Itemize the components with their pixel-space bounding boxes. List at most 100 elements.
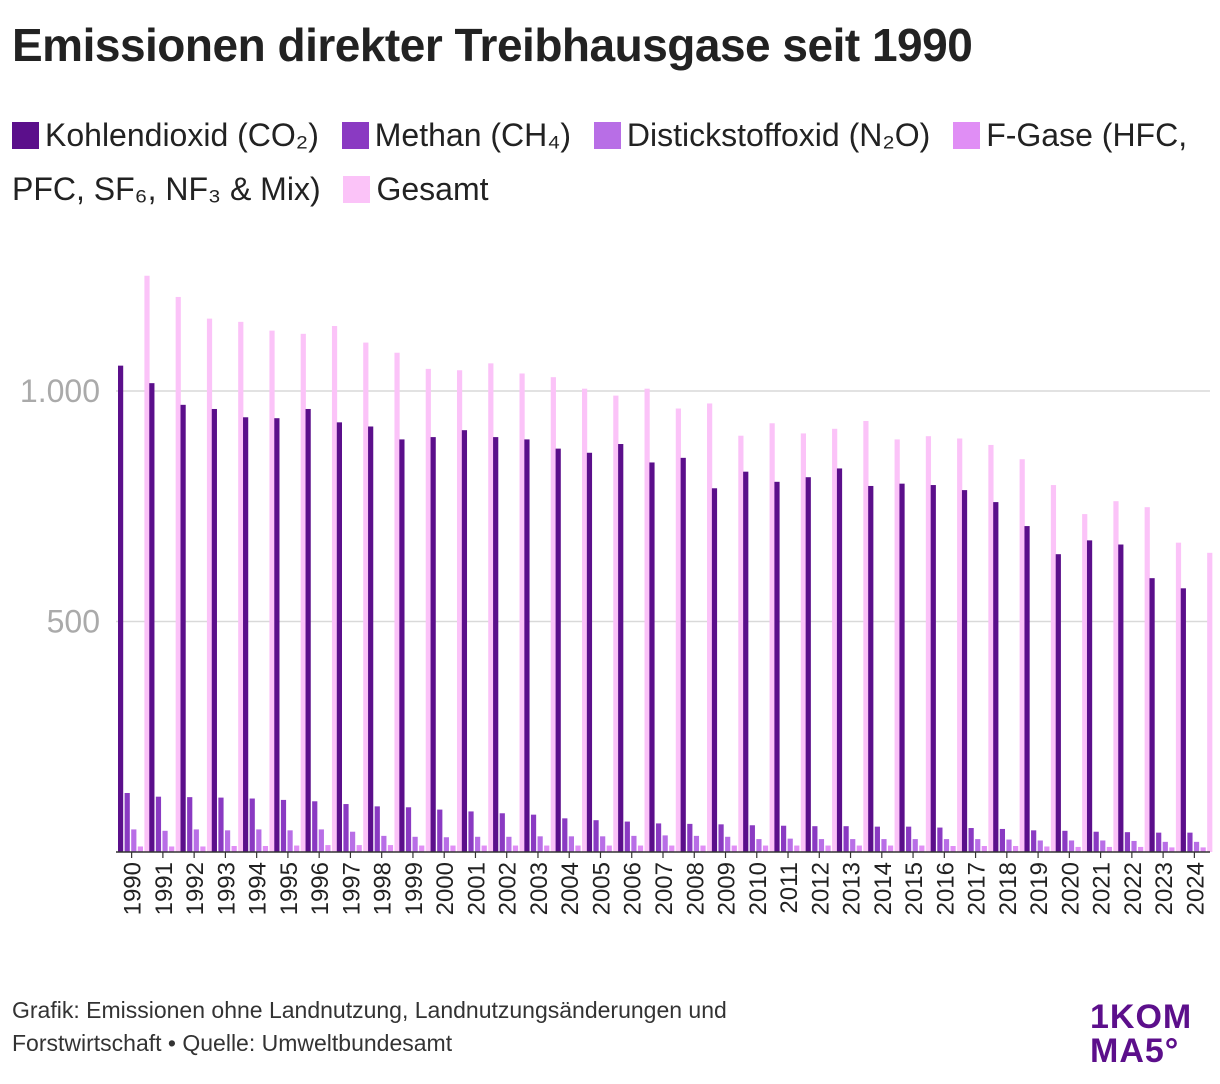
- x-tick-label: 2002: [495, 862, 522, 915]
- bar: [1037, 840, 1043, 852]
- bar: [644, 388, 650, 852]
- x-tick-label: 2017: [964, 862, 991, 915]
- bar: [582, 388, 588, 852]
- bar: [493, 437, 499, 852]
- bar: [1124, 832, 1131, 852]
- bar: [1062, 830, 1068, 852]
- bar: [1093, 831, 1099, 852]
- bar: [475, 836, 481, 852]
- bar: [280, 799, 287, 852]
- x-tick-label: 2009: [714, 862, 741, 915]
- x-tick-label: 2011: [776, 862, 803, 914]
- y-tick-label: 1.000: [20, 373, 100, 409]
- bar: [1193, 841, 1200, 852]
- x-tick-label: 1993: [213, 862, 240, 915]
- bar: [131, 829, 137, 852]
- legend-swatch-gesamt: [343, 176, 371, 203]
- bar: [218, 797, 224, 852]
- bar: [1086, 540, 1093, 852]
- bar: [756, 839, 762, 852]
- bar: [725, 836, 731, 852]
- legend-label-gesamt: Gesamt: [376, 171, 489, 207]
- bar: [1138, 846, 1144, 852]
- bar: [1075, 846, 1081, 852]
- x-tick-label: 1995: [276, 862, 303, 915]
- bar: [350, 831, 356, 852]
- x-tick-label: 2005: [588, 862, 615, 915]
- x-tick-label: 2003: [526, 862, 553, 915]
- bar: [832, 428, 838, 852]
- bar: [874, 826, 880, 852]
- bar: [537, 836, 543, 852]
- legend-swatch-n2o: [593, 122, 621, 149]
- x-tick-label: 1992: [182, 862, 209, 915]
- bar: [600, 836, 606, 852]
- bar: [550, 377, 556, 852]
- logo-line-1: 1KOM: [1090, 998, 1193, 1036]
- bar: [568, 836, 574, 852]
- x-tick-label: 2015: [901, 862, 928, 915]
- bar: [731, 845, 737, 852]
- bar: [499, 813, 505, 852]
- bar: [294, 845, 300, 852]
- bar: [1013, 846, 1019, 852]
- x-tick-label: 1997: [338, 862, 365, 915]
- bar: [1031, 830, 1037, 852]
- bar: [149, 383, 155, 852]
- bar: [586, 452, 593, 852]
- bar: [738, 435, 744, 852]
- bar: [231, 846, 237, 852]
- bar: [430, 437, 436, 852]
- x-tick-label: 2007: [651, 862, 678, 915]
- bar: [1180, 588, 1186, 852]
- legend-item-gesamt: Gesamt: [343, 171, 489, 207]
- bar: [575, 845, 581, 852]
- bar: [1082, 514, 1088, 852]
- legend-label-n2o: Distickstoffoxid (N₂O): [626, 117, 931, 153]
- bar: [450, 845, 456, 852]
- bar: [1024, 526, 1030, 852]
- bar: [707, 403, 713, 852]
- bar: [193, 829, 199, 852]
- bar: [868, 485, 874, 852]
- x-tick-label: 2006: [620, 862, 647, 915]
- bar: [274, 418, 280, 852]
- bar: [488, 363, 494, 852]
- bar: [631, 835, 637, 852]
- bar: [906, 826, 912, 852]
- bar: [805, 477, 811, 852]
- bar: [950, 846, 956, 852]
- bar: [774, 481, 780, 852]
- logo-line-2: MA5°: [1090, 1032, 1180, 1070]
- bar: [655, 823, 662, 852]
- bar: [175, 296, 181, 852]
- bar: [769, 423, 775, 852]
- chart-title: Emissionen direkter Treibhausgase seit 1…: [12, 19, 973, 71]
- bar: [818, 839, 825, 852]
- bar: [968, 828, 974, 852]
- bar: [899, 483, 905, 852]
- bar: [425, 368, 431, 852]
- bar: [287, 830, 293, 852]
- bar: [1175, 542, 1182, 852]
- legend-label-ch4: Methan (CH₄): [374, 117, 571, 153]
- bar: [887, 845, 894, 852]
- bar: [200, 846, 206, 852]
- bar: [331, 325, 338, 852]
- bar: [374, 806, 380, 852]
- bar: [919, 845, 925, 852]
- bar: [519, 373, 525, 852]
- bar: [693, 835, 700, 852]
- bar: [894, 439, 900, 852]
- bar: [825, 845, 831, 852]
- bar: [794, 845, 800, 852]
- bar: [399, 439, 405, 852]
- x-tick-label: 2004: [557, 862, 584, 915]
- bar: [325, 845, 331, 852]
- x-tick-label: 2016: [932, 862, 959, 915]
- bar: [456, 370, 463, 852]
- legend-item-fgase: F-Gase (HFC, PFC, SF₆, NF₃ & Mix): [12, 117, 1187, 207]
- x-tick-label: 2019: [1026, 862, 1053, 915]
- bar: [394, 352, 400, 852]
